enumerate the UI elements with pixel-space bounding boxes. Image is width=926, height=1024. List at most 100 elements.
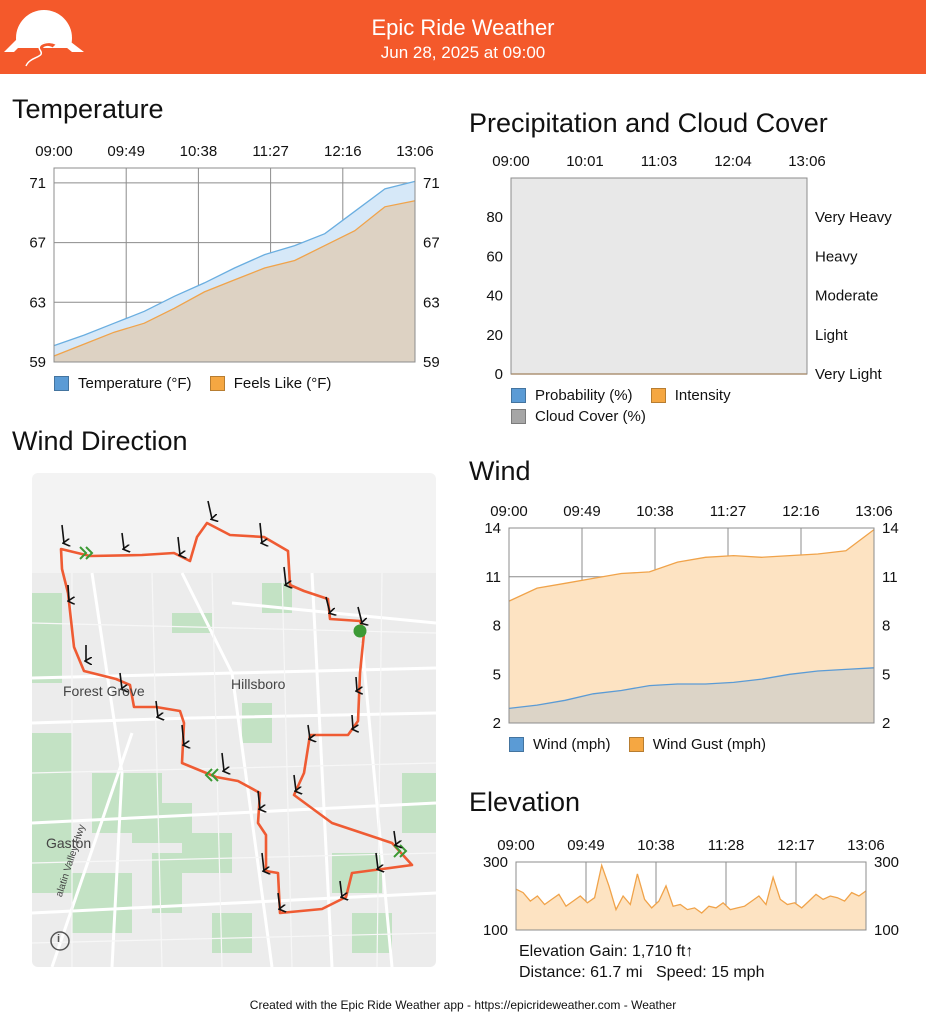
x-tick-label: 10:38 <box>637 837 675 854</box>
report-datetime: Jun 28, 2025 at 09:00 <box>380 43 546 62</box>
legend-wind: Wind (mph) <box>509 734 611 754</box>
legend-swatch-icon <box>54 375 69 391</box>
y-tick-label-right: 67 <box>423 235 440 252</box>
legend-swatch-icon <box>209 375 225 391</box>
mountain-logo-icon <box>2 10 86 68</box>
y-tick-label-right: Very Light <box>815 366 883 383</box>
y-tick-label: 67 <box>29 235 46 252</box>
x-tick-label: 11:28 <box>708 837 744 854</box>
x-tick-label: 09:00 <box>490 503 528 520</box>
x-tick-label: 13:06 <box>396 143 434 160</box>
x-tick-label: 11:03 <box>641 153 677 170</box>
legend-temperature: Temperature (°F) <box>54 373 192 393</box>
series-line <box>508 667 875 710</box>
y-tick-label: 20 <box>486 327 503 344</box>
y-tick-label: 0 <box>495 366 503 383</box>
legend-swatch-icon <box>511 387 526 403</box>
y-tick-label: 14 <box>484 520 501 537</box>
y-tick-label-right: 14 <box>882 520 899 537</box>
y-tick-label: 11 <box>485 569 501 586</box>
route-map[interactable]: Forest Grove Hillsboro Gaston alatin Val… <box>32 473 436 967</box>
plot-border <box>508 527 875 724</box>
legend-swatch-icon <box>628 736 644 752</box>
series-area <box>516 865 866 930</box>
y-tick-label: 71 <box>29 175 46 192</box>
temperature-title: Temperature <box>12 94 164 124</box>
y-tick-label-right: 59 <box>423 354 440 371</box>
distance-speed: Distance: 61.7 mi Speed: 15 mph <box>519 964 765 981</box>
y-tick-label: 63 <box>29 294 46 311</box>
x-tick-label: 09:00 <box>35 143 73 160</box>
footer-credit: Created with the Epic Ride Weather app -… <box>249 998 677 1012</box>
wind-direction-title: Wind Direction <box>12 426 188 456</box>
y-tick-label-right: 8 <box>882 618 890 635</box>
legend-swatch-icon <box>511 409 526 424</box>
x-tick-label: 09:49 <box>107 143 145 160</box>
x-tick-label: 12:17 <box>777 837 815 854</box>
legend-probability: Probability (%) <box>511 385 633 405</box>
temperature-legend: Temperature (°F) Feels Like (°F) <box>54 373 345 395</box>
elevation-title: Elevation <box>469 787 581 817</box>
map-info-icon[interactable]: i <box>57 933 61 945</box>
y-tick-label: 5 <box>493 666 501 683</box>
y-tick-label: 60 <box>486 248 503 265</box>
y-tick-label-right: 11 <box>882 569 898 586</box>
y-tick-label: 8 <box>493 618 501 635</box>
series-line <box>53 180 416 347</box>
cloud-cover-area <box>511 178 807 374</box>
legend-cloud-cover: Cloud Cover (%) <box>511 407 646 427</box>
elevation-chart: 09:00 09:49 10:38 11:28 12:17 13:06 100 100 300 3… <box>483 837 899 939</box>
app-title: Epic Ride Weather <box>371 15 555 40</box>
y-tick-label: 40 <box>486 288 503 305</box>
temperature-chart: 09:00 09:49 10:38 11:27 12:16 13:06 59 59 63 63 67… <box>29 143 440 371</box>
series-area <box>54 200 415 362</box>
y-tick-label-right: Heavy <box>815 248 858 265</box>
plot-border <box>515 861 867 931</box>
route-map-graphic <box>32 473 436 967</box>
precip-legend: Probability (%) Intensity Cloud Cover (%… <box>511 385 811 428</box>
y-tick-label-right: 2 <box>882 715 890 732</box>
map-label-gaston: Gaston <box>46 835 92 851</box>
y-tick-label-right: Light <box>815 327 848 344</box>
x-tick-label: 10:38 <box>180 143 218 160</box>
y-tick-label-right: Moderate <box>815 288 878 305</box>
legend-swatch-icon <box>509 736 524 752</box>
y-tick-label: 80 <box>486 209 503 226</box>
y-tick-label-right: 71 <box>423 175 440 192</box>
precipitation-chart: 09:00 10:01 11:03 12:04 13:06 0 Very Light 20 Li… <box>486 153 892 383</box>
series-line <box>53 200 416 357</box>
series-area <box>509 667 874 723</box>
series-area <box>509 529 874 723</box>
map-label-hillsboro: Hillsboro <box>231 676 286 692</box>
x-tick-label: 12:04 <box>714 153 752 170</box>
x-tick-label: 11:27 <box>710 503 746 520</box>
x-tick-label: 13:06 <box>788 153 826 170</box>
legend-intensity: Intensity <box>650 385 731 405</box>
legend-swatch-icon <box>650 387 666 403</box>
elevation-gain: Elevation Gain: 1,710 ft↑ <box>519 943 694 960</box>
y-tick-label-right: Very Heavy <box>815 209 892 226</box>
plot-border <box>53 167 416 363</box>
wind-title: Wind <box>469 456 531 486</box>
y-tick-label-right: 300 <box>874 854 899 871</box>
x-tick-label: 13:06 <box>847 837 885 854</box>
series-line <box>515 863 867 914</box>
legend-wind-gust: Wind Gust (mph) <box>628 734 766 754</box>
series-line <box>508 529 875 602</box>
x-tick-label: 13:06 <box>855 503 893 520</box>
precip-title: Precipitation and Cloud Cover <box>469 108 828 138</box>
x-tick-label: 12:16 <box>324 143 362 160</box>
wind-chart: 09:00 09:49 10:38 11:27 12:16 13:06 2 2 5 5 8 8 11 11… <box>484 503 899 732</box>
plot-border <box>510 177 808 375</box>
x-tick-label: 09:00 <box>492 153 530 170</box>
x-tick-label: 09:49 <box>567 837 605 854</box>
x-tick-label: 09:49 <box>563 503 601 520</box>
x-tick-label: 10:38 <box>636 503 674 520</box>
y-tick-label: 100 <box>483 922 508 939</box>
y-tick-label-right: 63 <box>423 294 440 311</box>
y-tick-label: 2 <box>493 715 501 732</box>
y-tick-label-right: 100 <box>874 922 899 939</box>
y-tick-label-right: 5 <box>882 666 890 683</box>
x-tick-label: 10:01 <box>566 153 604 170</box>
wind-legend: Wind (mph) Wind Gust (mph) <box>509 734 780 756</box>
